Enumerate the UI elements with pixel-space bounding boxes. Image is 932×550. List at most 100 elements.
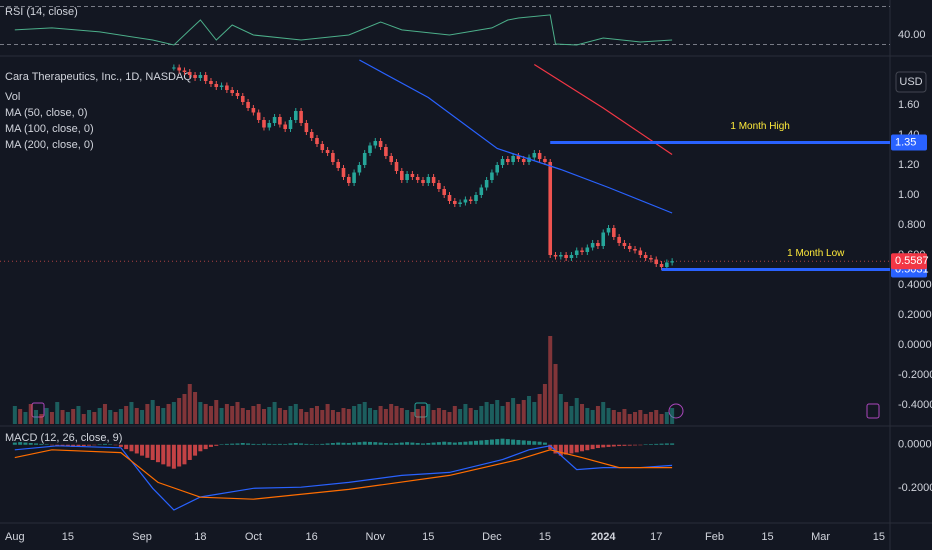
candle-body bbox=[559, 255, 563, 257]
macd-histogram-bar bbox=[140, 444, 145, 456]
candle-body bbox=[304, 123, 309, 132]
macd-histogram-bar bbox=[320, 443, 325, 445]
candle-body bbox=[553, 255, 558, 257]
macd-histogram-bar bbox=[39, 443, 44, 445]
macd-histogram-bar bbox=[505, 439, 510, 445]
macd-histogram-bar bbox=[108, 444, 113, 445]
indicator-line bbox=[533, 63, 673, 155]
volume-bar bbox=[272, 402, 277, 424]
macd-histogram-bar bbox=[28, 443, 33, 445]
candle-body bbox=[373, 141, 378, 146]
macd-histogram-bar bbox=[357, 442, 362, 445]
candle-body bbox=[267, 123, 272, 128]
macd-histogram-bar bbox=[648, 444, 653, 445]
volume-bar bbox=[664, 412, 669, 424]
macd-histogram-bar bbox=[484, 439, 489, 445]
volume-bar bbox=[330, 410, 335, 424]
candle-body bbox=[516, 156, 521, 159]
indicator-legend: MA (50, close, 0) bbox=[5, 107, 88, 119]
candle-body bbox=[262, 120, 266, 128]
macd-histogram-bar bbox=[76, 444, 81, 447]
candle-body bbox=[309, 132, 314, 138]
candle-body bbox=[585, 247, 590, 252]
earnings-icon[interactable] bbox=[866, 403, 880, 419]
volume-bar bbox=[187, 384, 192, 424]
volume-bar bbox=[235, 402, 240, 424]
currency-button[interactable] bbox=[895, 71, 927, 93]
macd-histogram-bar bbox=[405, 442, 410, 445]
macd-histogram-bar bbox=[558, 444, 563, 456]
candle-body bbox=[495, 165, 500, 173]
volume-bar bbox=[378, 406, 383, 424]
candle-body bbox=[500, 159, 505, 165]
y-tick-label: 0.2000 bbox=[898, 309, 932, 321]
macd-histogram-bar bbox=[410, 442, 415, 445]
candle-body bbox=[490, 172, 494, 180]
candle-body bbox=[431, 177, 436, 183]
volume-bar bbox=[288, 406, 293, 424]
level-label: 1 Month High bbox=[730, 121, 789, 132]
macd-histogram-bar bbox=[542, 442, 547, 445]
macd-histogram-bar bbox=[193, 444, 198, 456]
y-tick-label: -0.2000 bbox=[898, 482, 932, 494]
volume-bar bbox=[505, 402, 510, 424]
macd-histogram-bar bbox=[267, 443, 272, 445]
indicator-line bbox=[14, 14, 673, 46]
volume-bar bbox=[293, 404, 298, 424]
macd-histogram-bar bbox=[18, 442, 23, 445]
volume-bar bbox=[558, 394, 563, 424]
volume-bar bbox=[548, 336, 553, 424]
macd-histogram-bar bbox=[495, 439, 500, 445]
macd-histogram-bar bbox=[246, 443, 251, 445]
volume-bar bbox=[659, 414, 664, 424]
macd-histogram-bar bbox=[389, 443, 394, 445]
volume-bar bbox=[34, 410, 39, 424]
candle-body bbox=[543, 159, 547, 162]
macd-histogram-bar bbox=[670, 443, 675, 445]
volume-bar bbox=[511, 398, 516, 424]
volume-bar bbox=[71, 409, 76, 424]
candle-body bbox=[193, 75, 197, 78]
volume-bar bbox=[12, 406, 17, 424]
candle-body bbox=[442, 189, 447, 195]
volume-bar bbox=[606, 408, 611, 424]
macd-histogram-bar bbox=[585, 444, 590, 451]
candle-body bbox=[606, 228, 611, 233]
candle-body bbox=[654, 259, 659, 264]
macd-histogram-bar bbox=[622, 444, 627, 446]
indicator-legend: MA (100, close, 0) bbox=[5, 123, 94, 135]
macd-histogram-bar bbox=[49, 444, 54, 446]
indicator-line bbox=[359, 59, 673, 214]
macd-histogram-bar bbox=[442, 441, 447, 445]
volume-bar bbox=[436, 408, 441, 424]
volume-bar bbox=[320, 410, 325, 424]
candle-body bbox=[670, 261, 674, 263]
volume-bar bbox=[155, 406, 160, 424]
volume-bar bbox=[18, 409, 23, 424]
volume-bar bbox=[564, 402, 569, 424]
volume-bar bbox=[336, 412, 341, 424]
currency[interactable]: USD bbox=[899, 76, 922, 88]
volume-bar bbox=[463, 404, 468, 424]
y-tick-label: 0.0000 bbox=[898, 439, 932, 451]
volume-bar bbox=[39, 414, 44, 424]
macd-histogram-bar bbox=[240, 443, 245, 445]
macd-histogram-bar bbox=[611, 444, 616, 447]
volume-bar bbox=[590, 410, 595, 424]
event-icon[interactable] bbox=[668, 403, 684, 419]
y-tick-label: 40.00 bbox=[898, 29, 926, 41]
volume-bar bbox=[230, 406, 235, 424]
candle-body bbox=[256, 112, 261, 120]
x-tick-label: Nov bbox=[366, 531, 386, 543]
volume-bar bbox=[553, 364, 558, 424]
x-tick-label: Sep bbox=[132, 531, 152, 543]
macd-histogram-bar bbox=[595, 444, 600, 449]
volume-bar bbox=[389, 404, 394, 424]
macd-histogram-bar bbox=[92, 444, 97, 446]
macd-histogram-bar bbox=[224, 443, 229, 445]
macd-histogram-bar bbox=[362, 441, 367, 445]
volume-bar bbox=[421, 406, 426, 424]
volume-bar bbox=[426, 404, 431, 424]
macd-histogram-bar bbox=[537, 441, 542, 445]
rsi-title: RSI (14, close) bbox=[5, 6, 78, 18]
